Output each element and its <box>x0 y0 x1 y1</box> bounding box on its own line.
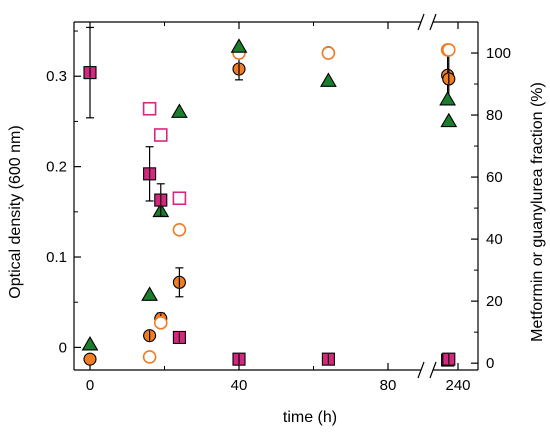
data-point-triangle <box>141 286 158 301</box>
data-point-triangle <box>171 103 188 118</box>
data-point-circle <box>83 352 97 366</box>
y-right-tick-label: 60 <box>486 169 503 186</box>
y-left-tick-label: 0.3 <box>46 68 67 85</box>
y-right-tick-label: 0 <box>486 355 494 372</box>
data-point-circle <box>172 223 187 237</box>
x-tick-label: 240 <box>445 377 470 394</box>
data-point-square <box>142 101 157 116</box>
data-point-triangle <box>439 91 456 106</box>
data-point-square <box>153 128 168 142</box>
data-point-circle <box>142 350 157 364</box>
y-axis-left-title: Optical density (600 nm) <box>7 125 24 298</box>
axis-break-mark <box>429 361 437 379</box>
plot-frame <box>73 21 479 371</box>
y-left-tick-label: 0.1 <box>46 249 67 266</box>
data-point-square <box>172 191 187 206</box>
data-points <box>81 26 458 367</box>
axis-ticks: 0 40 80 240 0 0.1 0.2 0.3 0 20 40 60 80 100 <box>46 22 511 394</box>
y-right-tick-label: 100 <box>486 45 511 62</box>
data-point-circle <box>153 316 168 330</box>
axis-break-mark <box>417 361 425 379</box>
y-right-tick-label: 40 <box>486 231 503 248</box>
y-axis-right-title: Metformin or guanylurea fraction (%) <box>529 82 546 342</box>
y-right-tick-label: 80 <box>486 107 503 124</box>
y-left-tick-label: 0.2 <box>46 159 67 176</box>
axis-break-mark <box>417 13 425 31</box>
x-axis-title: time (h) <box>283 409 337 426</box>
x-tick-label: 40 <box>231 377 248 394</box>
x-tick-label: 80 <box>380 377 397 394</box>
data-point-triangle <box>230 38 248 53</box>
data-point-circle <box>441 43 456 57</box>
axis-break <box>417 13 437 379</box>
x-tick-label: 0 <box>86 377 94 394</box>
axis-break-mark <box>429 13 437 31</box>
data-point-triangle <box>440 112 458 128</box>
data-point-triangle <box>320 72 337 87</box>
y-left-tick-label: 0 <box>59 339 67 356</box>
data-point-circle <box>321 46 336 60</box>
data-point-triangle <box>81 336 99 351</box>
y-right-tick-label: 20 <box>486 293 503 310</box>
